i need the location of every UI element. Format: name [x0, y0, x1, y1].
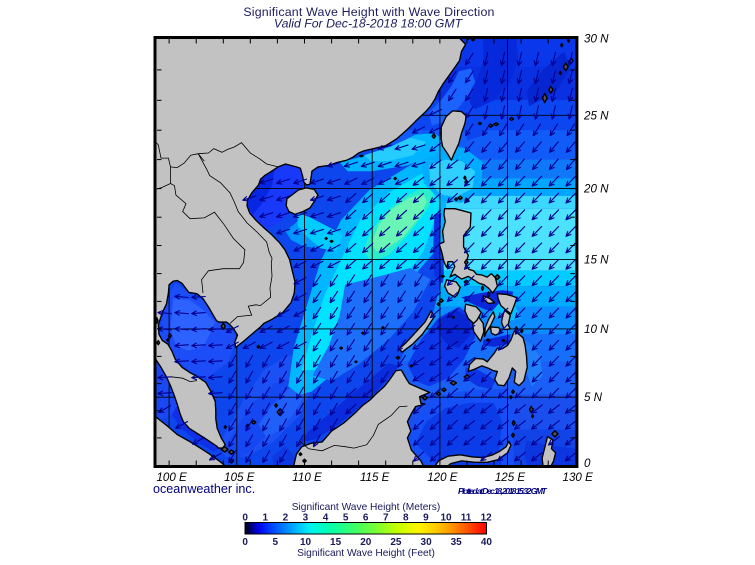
- svg-text:Significant Wave Height with W: Significant Wave Height with Wave Direct…: [243, 5, 494, 19]
- svg-text:0: 0: [242, 513, 248, 524]
- svg-text:Plotted at Dec 18, 2018 15:32: Plotted at Dec 18, 2018 15:32 GMT: [458, 486, 547, 496]
- svg-text:20 N: 20 N: [583, 183, 609, 196]
- svg-text:oceanweather inc.: oceanweather inc.: [153, 482, 255, 496]
- svg-text:105 E: 105 E: [224, 471, 255, 484]
- svg-text:6: 6: [363, 513, 369, 524]
- svg-text:15: 15: [330, 537, 342, 548]
- svg-text:5: 5: [343, 513, 349, 524]
- svg-text:11: 11: [461, 513, 472, 524]
- svg-text:115 E: 115 E: [360, 471, 390, 484]
- svg-text:15 N: 15 N: [584, 254, 609, 267]
- svg-text:25: 25: [390, 537, 402, 548]
- svg-text:3: 3: [303, 513, 309, 524]
- svg-text:30 N: 30 N: [584, 33, 609, 46]
- svg-text:12: 12: [481, 513, 493, 524]
- svg-text:25 N: 25 N: [583, 109, 609, 122]
- svg-text:10 N: 10 N: [584, 323, 609, 336]
- svg-text:30: 30: [421, 537, 433, 548]
- svg-text:10: 10: [440, 513, 452, 524]
- svg-text:10: 10: [300, 537, 312, 548]
- svg-text:20: 20: [360, 537, 372, 548]
- svg-text:8: 8: [403, 513, 409, 524]
- svg-text:120 E: 120 E: [427, 471, 458, 484]
- svg-text:125 E: 125 E: [495, 471, 526, 484]
- svg-text:100 E: 100 E: [156, 471, 187, 484]
- svg-text:130 E: 130 E: [563, 471, 594, 484]
- svg-text:40: 40: [481, 537, 493, 548]
- svg-text:Significant Wave Height (Meter: Significant Wave Height (Meters): [292, 502, 441, 513]
- svg-text:Valid For Dec-18-2018 18:00 GM: Valid For Dec-18-2018 18:00 GMT: [274, 17, 464, 31]
- svg-text:5: 5: [273, 537, 279, 548]
- svg-text:110 E: 110 E: [292, 471, 322, 484]
- svg-text:2: 2: [283, 513, 289, 524]
- svg-text:Significant Wave Height (Feet): Significant Wave Height (Feet): [297, 548, 435, 559]
- svg-text:9: 9: [423, 513, 429, 524]
- svg-text:35: 35: [451, 537, 463, 548]
- svg-text:0: 0: [242, 537, 248, 548]
- svg-text:0: 0: [584, 457, 591, 470]
- svg-text:1: 1: [263, 513, 269, 524]
- svg-text:4: 4: [323, 513, 329, 524]
- svg-text:5 N: 5 N: [584, 391, 603, 404]
- svg-text:7: 7: [383, 513, 389, 524]
